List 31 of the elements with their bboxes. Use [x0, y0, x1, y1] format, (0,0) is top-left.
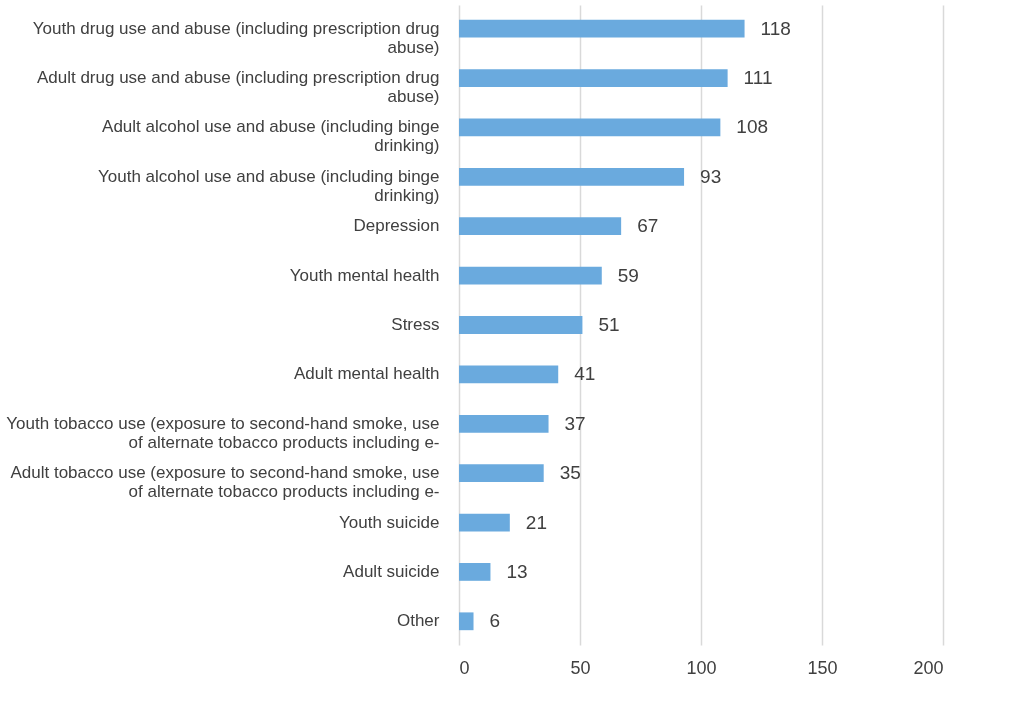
y-tick-label: Adult suicide — [343, 561, 440, 581]
data-label: 111 — [743, 67, 773, 89]
data-label: 35 — [559, 462, 581, 484]
y-tick-label: Adult alcohol use and abuse (including binge drinking) — [102, 117, 440, 156]
data-label: 59 — [617, 264, 639, 286]
y-tick-label: Youth tobacco use (exposure to second-hand smoke, use of alternate tobacco products including e- — [6, 413, 440, 452]
y-tick-label: Other — [396, 611, 440, 631]
data-label: 118 — [760, 17, 791, 39]
y-tick-label: Youth suicide — [338, 512, 440, 532]
data-label: 6 — [489, 610, 501, 632]
y-tick-label: Adult drug use and abuse (including prescription drug abuse) — [36, 68, 440, 107]
y-tick-label: Depression — [353, 216, 440, 236]
data-label: 41 — [574, 363, 596, 385]
y-tick-label: Stress — [391, 315, 440, 334]
x-tick-label: 150 — [807, 657, 838, 678]
x-tick-label: 100 — [686, 657, 717, 678]
data-label: 21 — [525, 511, 547, 533]
y-tick-label: Youth alcohol use and abuse (including binge drinking) — [97, 166, 440, 205]
x-tick-label: 200 — [913, 657, 944, 678]
data-label: 51 — [598, 314, 620, 335]
data-label: 37 — [564, 412, 586, 434]
y-tick-label: Adult tobacco use (exposure to second-hand smoke, use of alternate tobacco products including e- — [10, 463, 440, 502]
x-tick-label: 0 — [459, 657, 470, 678]
y-tick-label: Youth mental health — [289, 265, 440, 285]
data-label: 93 — [700, 165, 722, 187]
data-label: 67 — [637, 215, 659, 237]
data-label: 13 — [506, 560, 528, 582]
x-tick-label: 50 — [570, 657, 591, 678]
y-tick-label: Youth drug use and abuse (including prescription drug abuse) — [32, 18, 440, 57]
data-label: 108 — [736, 116, 769, 138]
y-tick-label: Adult mental health — [293, 364, 440, 384]
